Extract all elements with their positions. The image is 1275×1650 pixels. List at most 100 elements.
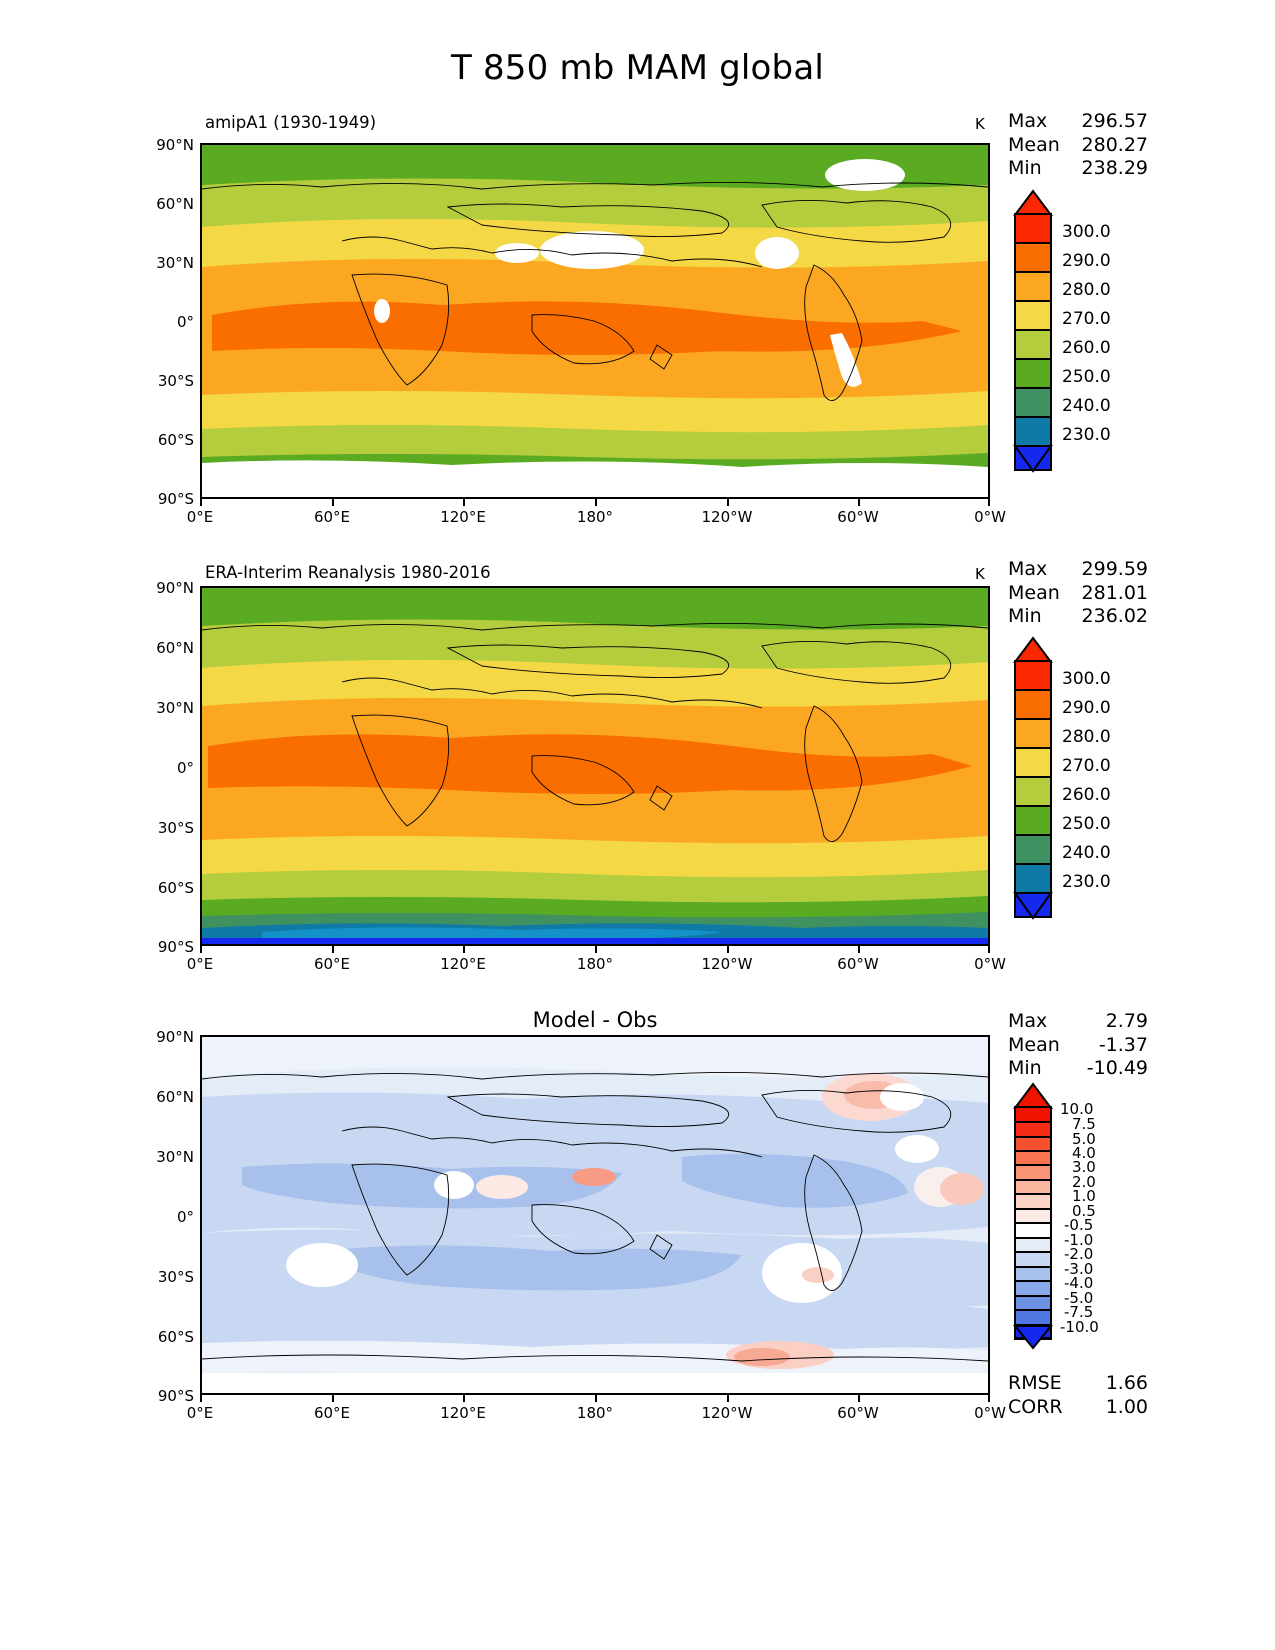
colorbar-model-swatch bbox=[1013, 189, 1053, 473]
colorbar-tick: 4.0 bbox=[1072, 1144, 1096, 1162]
xtick-mark bbox=[988, 1395, 990, 1402]
stat-label: Min bbox=[1008, 157, 1042, 179]
panel-model-stats: Max 296.57 Mean 280.27 Min 238.29 bbox=[1008, 110, 1148, 181]
ytick-label: 60°N bbox=[156, 639, 194, 657]
colorbar-tick: 3.0 bbox=[1072, 1158, 1096, 1176]
xtick-label: 60°E bbox=[313, 1404, 351, 1422]
colorbar-tick: -1.0 bbox=[1064, 1231, 1094, 1249]
colorbar-tick: -5.0 bbox=[1064, 1289, 1094, 1307]
stat-value: 236.02 bbox=[1081, 605, 1148, 627]
ytick-label: 0° bbox=[176, 759, 194, 777]
stat-value: -1.37 bbox=[1098, 1033, 1148, 1056]
stat-label: Max bbox=[1008, 1010, 1048, 1032]
xtick-label: 60°E bbox=[313, 508, 351, 526]
stat-value: 299.59 bbox=[1081, 558, 1148, 580]
ytick-label: 30°N bbox=[156, 254, 194, 272]
ytick-label: 30°N bbox=[156, 1148, 194, 1166]
ytick-label: 30°S bbox=[157, 372, 194, 390]
stat-label: Mean bbox=[1008, 133, 1060, 156]
colorbar-tick: 280.0 bbox=[1062, 727, 1111, 747]
xtick-label: 120°W bbox=[701, 508, 753, 526]
xtick-label: 180° bbox=[576, 955, 614, 973]
ytick-label: 90°N bbox=[156, 579, 194, 597]
ytick-label: 60°N bbox=[156, 1088, 194, 1106]
stat-label: Max bbox=[1008, 110, 1048, 132]
xtick-mark bbox=[200, 946, 202, 953]
colorbar-tick: 1.0 bbox=[1072, 1187, 1096, 1205]
xtick-label: 60°E bbox=[313, 955, 351, 973]
xtick-label: 180° bbox=[576, 508, 614, 526]
map-model-raster bbox=[202, 145, 988, 497]
map-obs-raster bbox=[202, 588, 988, 944]
ytick-label: 90°N bbox=[156, 1028, 194, 1046]
colorbar-difference-swatch bbox=[1012, 1082, 1054, 1350]
xtick-label: 60°W bbox=[837, 508, 879, 526]
panel-difference-stats: Max 2.79 Mean -1.37 Min -10.49 bbox=[1008, 1010, 1148, 1081]
colorbar-tick: -4.0 bbox=[1064, 1274, 1094, 1292]
map-difference bbox=[200, 1035, 990, 1395]
ytick-label: 0° bbox=[176, 1208, 194, 1226]
colorbar-tick: 290.0 bbox=[1062, 698, 1111, 718]
ytick-label: 90°S bbox=[157, 938, 194, 956]
xtick-mark bbox=[595, 499, 597, 506]
xtick-mark bbox=[858, 499, 860, 506]
xtick-label: 0°E bbox=[186, 508, 214, 526]
panel-difference-title: Model - Obs bbox=[532, 1008, 658, 1032]
stat-label: Min bbox=[1008, 1057, 1042, 1079]
ytick-label: 30°S bbox=[157, 1268, 194, 1286]
colorbar-tick: 250.0 bbox=[1062, 814, 1111, 834]
colorbar-tick: -3.0 bbox=[1064, 1260, 1094, 1278]
colorbar-tick: 0.5 bbox=[1072, 1202, 1096, 1220]
metric-value: 1.00 bbox=[1105, 1395, 1148, 1418]
colorbar-tick: 300.0 bbox=[1062, 669, 1111, 689]
xtick-mark bbox=[332, 946, 334, 953]
xtick-label: 120°W bbox=[701, 955, 753, 973]
map-difference-raster bbox=[202, 1037, 988, 1393]
stat-value: 281.01 bbox=[1081, 581, 1148, 604]
xtick-mark bbox=[988, 946, 990, 953]
ytick-label: 60°S bbox=[157, 431, 194, 449]
colorbar-tick: 5.0 bbox=[1072, 1130, 1096, 1148]
stat-label: Max bbox=[1008, 558, 1048, 580]
colorbar-obs bbox=[1012, 632, 1056, 922]
colorbar-tick: 250.0 bbox=[1062, 367, 1111, 387]
xtick-mark bbox=[332, 1395, 334, 1402]
page-title: T 850 mb MAM global bbox=[450, 48, 825, 88]
metric-label: CORR bbox=[1008, 1395, 1063, 1418]
colorbar-tick: 260.0 bbox=[1062, 785, 1111, 805]
colorbar-tick: 260.0 bbox=[1062, 338, 1111, 358]
panel-model-unit-label: K bbox=[975, 115, 985, 133]
metric-value: 1.66 bbox=[1105, 1372, 1148, 1394]
xtick-mark bbox=[200, 499, 202, 506]
xtick-label: 60°W bbox=[837, 1404, 879, 1422]
stat-value: 238.29 bbox=[1081, 157, 1148, 179]
colorbar-tick: 240.0 bbox=[1062, 396, 1111, 416]
ytick-label: 60°S bbox=[157, 1328, 194, 1346]
metric-label: RMSE bbox=[1008, 1372, 1062, 1394]
xtick-mark bbox=[858, 946, 860, 953]
xtick-mark bbox=[332, 499, 334, 506]
xtick-mark bbox=[988, 499, 990, 506]
map-obs bbox=[200, 586, 990, 946]
stat-label: Mean bbox=[1008, 1033, 1060, 1056]
xtick-label: 0°E bbox=[186, 1404, 214, 1422]
colorbar-tick: -10.0 bbox=[1060, 1318, 1099, 1336]
colorbar-tick: 240.0 bbox=[1062, 843, 1111, 863]
colorbar-tick: 300.0 bbox=[1062, 222, 1111, 242]
colorbar-tick: -7.5 bbox=[1064, 1303, 1094, 1321]
panel-obs-stats: Max 299.59 Mean 281.01 Min 236.02 bbox=[1008, 558, 1148, 629]
panel-model-title: amipA1 (1930-1949) bbox=[205, 113, 377, 132]
xtick-mark bbox=[727, 946, 729, 953]
colorbar-tick: -2.0 bbox=[1064, 1245, 1094, 1263]
xtick-mark bbox=[200, 1395, 202, 1402]
xtick-label: 0°W bbox=[974, 955, 1006, 973]
xtick-mark bbox=[463, 499, 465, 506]
xtick-label: 120°E bbox=[440, 508, 486, 526]
stat-label: Min bbox=[1008, 605, 1042, 627]
panel-obs-unit-label: K bbox=[975, 565, 985, 583]
ytick-label: 90°S bbox=[157, 1387, 194, 1405]
colorbar-tick: 230.0 bbox=[1062, 872, 1111, 892]
colorbar-tick: -0.5 bbox=[1064, 1216, 1094, 1234]
colorbar-tick: 230.0 bbox=[1062, 425, 1111, 445]
